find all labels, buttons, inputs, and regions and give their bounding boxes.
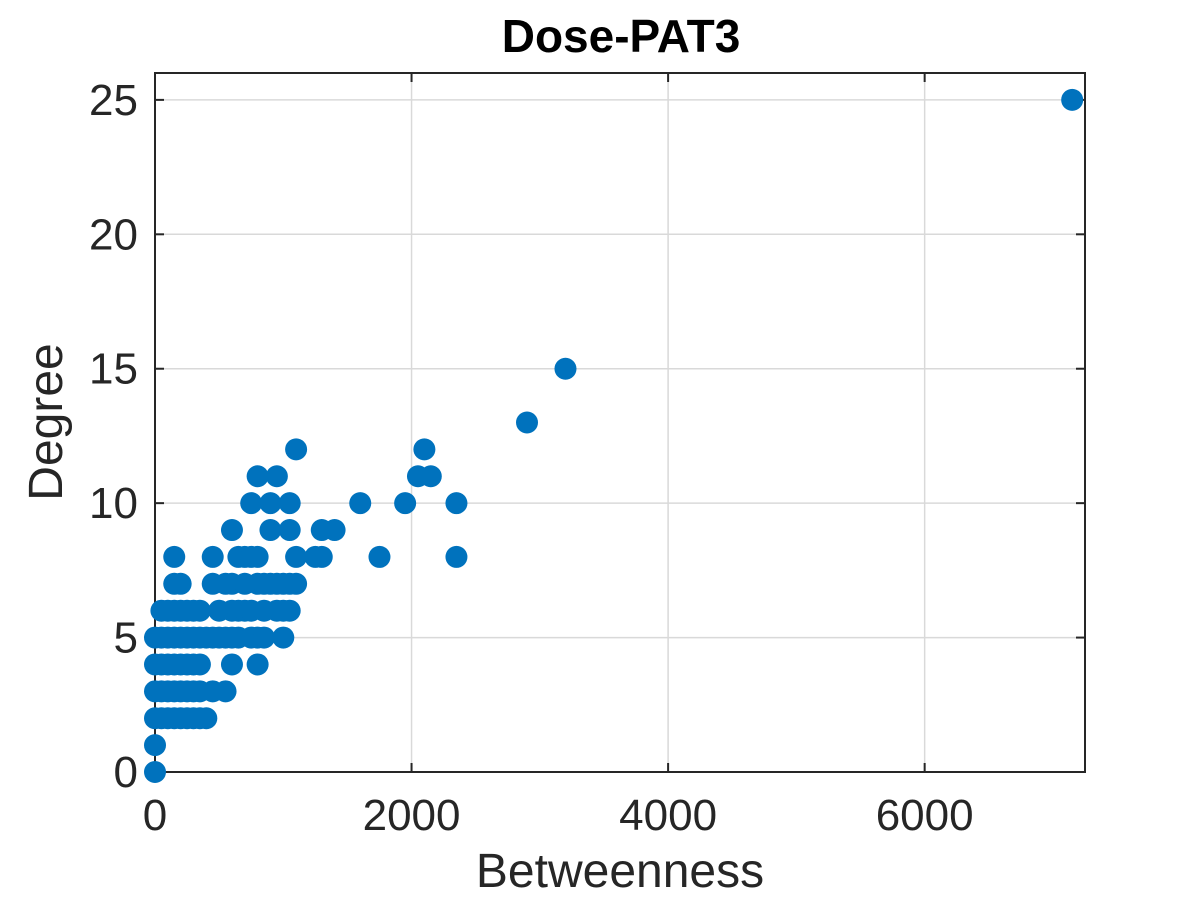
data-point bbox=[413, 438, 436, 461]
data-point bbox=[285, 545, 308, 568]
data-point bbox=[246, 545, 269, 568]
data-point bbox=[278, 519, 301, 542]
data-point bbox=[144, 761, 166, 783]
data-point bbox=[246, 653, 269, 676]
data-point bbox=[188, 599, 211, 622]
grid-lines bbox=[155, 73, 1085, 772]
data-point bbox=[240, 492, 263, 515]
data-point bbox=[419, 465, 442, 488]
y-tick-label: 5 bbox=[114, 614, 138, 663]
data-point bbox=[445, 492, 468, 515]
data-point bbox=[278, 492, 301, 515]
x-tick-label: 4000 bbox=[619, 791, 717, 840]
x-tick-label: 2000 bbox=[363, 791, 461, 840]
y-tick-label: 20 bbox=[89, 210, 138, 259]
data-point bbox=[394, 492, 417, 515]
data-point bbox=[310, 545, 333, 568]
chart-title: Dose-PAT3 bbox=[502, 10, 741, 62]
data-point bbox=[554, 357, 577, 380]
data-point bbox=[195, 707, 218, 730]
x-axis-label: Betweenness bbox=[476, 845, 764, 898]
data-point bbox=[349, 492, 372, 515]
y-tick-label: 15 bbox=[89, 345, 138, 394]
data-point bbox=[445, 545, 468, 568]
data-point bbox=[278, 599, 301, 622]
data-point bbox=[214, 680, 237, 703]
data-point bbox=[259, 519, 282, 542]
data-point bbox=[272, 626, 295, 649]
data-point bbox=[220, 519, 243, 542]
x-tick-label: 0 bbox=[143, 791, 167, 840]
data-point bbox=[285, 572, 308, 595]
plot-area bbox=[154, 72, 1086, 773]
data-point bbox=[169, 572, 192, 595]
y-tick-label: 10 bbox=[89, 479, 138, 528]
data-point bbox=[163, 545, 186, 568]
data-point bbox=[253, 626, 276, 649]
y-tick-label: 25 bbox=[89, 76, 138, 125]
data-point bbox=[323, 519, 346, 542]
y-axis-label: Degree bbox=[20, 343, 73, 500]
data-point bbox=[246, 465, 269, 488]
data-point bbox=[368, 545, 391, 568]
data-points bbox=[144, 88, 1084, 783]
data-point bbox=[220, 653, 243, 676]
data-point bbox=[1061, 88, 1084, 111]
x-tick-label: 6000 bbox=[876, 791, 974, 840]
data-point bbox=[259, 492, 282, 515]
data-point bbox=[265, 465, 288, 488]
axis-ticks: 0 2000 4000 6000 0 5 10 15 20 25 bbox=[89, 73, 1085, 840]
data-point bbox=[285, 438, 308, 461]
data-point bbox=[144, 734, 166, 757]
data-point bbox=[201, 545, 224, 568]
data-point bbox=[516, 411, 538, 434]
data-point bbox=[188, 653, 211, 676]
y-tick-label: 0 bbox=[114, 748, 138, 797]
